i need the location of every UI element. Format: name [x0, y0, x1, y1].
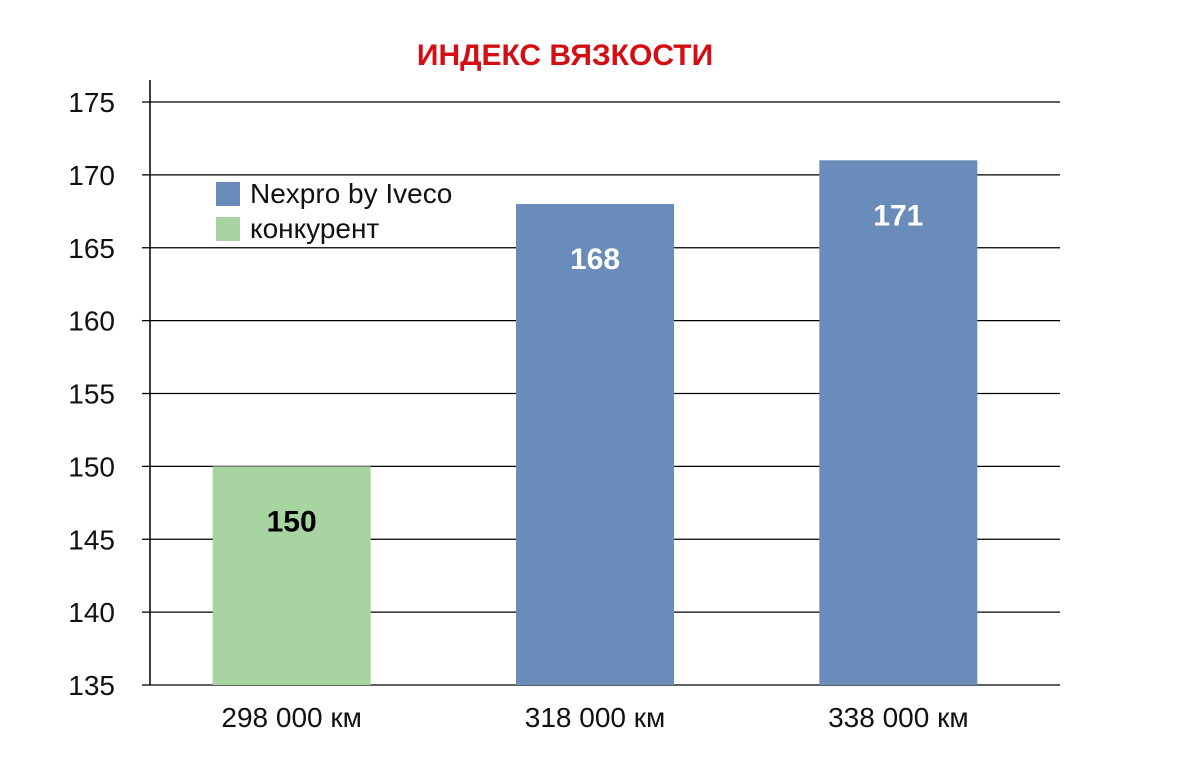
legend-swatch: [216, 217, 240, 241]
y-axis-ticks: 135 140 145 150 155 160 165 170 175: [68, 87, 150, 701]
x-category-label: 338 000 км: [828, 702, 969, 733]
bar: [516, 204, 674, 685]
y-tick-label: 140: [68, 597, 115, 628]
y-tick-label: 150: [68, 451, 115, 482]
chart-title: ИНДЕКС ВЯЗКОСТИ: [417, 39, 713, 72]
y-tick-label: 160: [68, 306, 115, 337]
bars: [212, 160, 978, 686]
y-tick-label: 155: [68, 379, 115, 410]
y-tick-label: 165: [68, 233, 115, 264]
y-tick-label: 145: [68, 524, 115, 555]
y-tick-label: 170: [68, 160, 115, 191]
data-labels: 150 168 171: [267, 199, 924, 538]
data-label: 168: [570, 243, 620, 276]
legend: Nexpro by Iveco конкурент: [216, 178, 452, 244]
y-tick-label: 135: [68, 670, 115, 701]
y-tick-label: 175: [68, 87, 115, 118]
bar: [819, 160, 978, 686]
bar: [212, 466, 371, 685]
x-category-label: 298 000 км: [221, 702, 362, 733]
x-category-label: 318 000 км: [525, 702, 666, 733]
data-label: 171: [873, 199, 923, 232]
legend-swatch: [216, 182, 240, 206]
x-axis-categories: 298 000 км 318 000 км 338 000 км: [221, 702, 968, 733]
data-label: 150: [267, 505, 317, 538]
legend-label: конкурент: [250, 213, 379, 244]
legend-label: Nexpro by Iveco: [250, 178, 452, 209]
